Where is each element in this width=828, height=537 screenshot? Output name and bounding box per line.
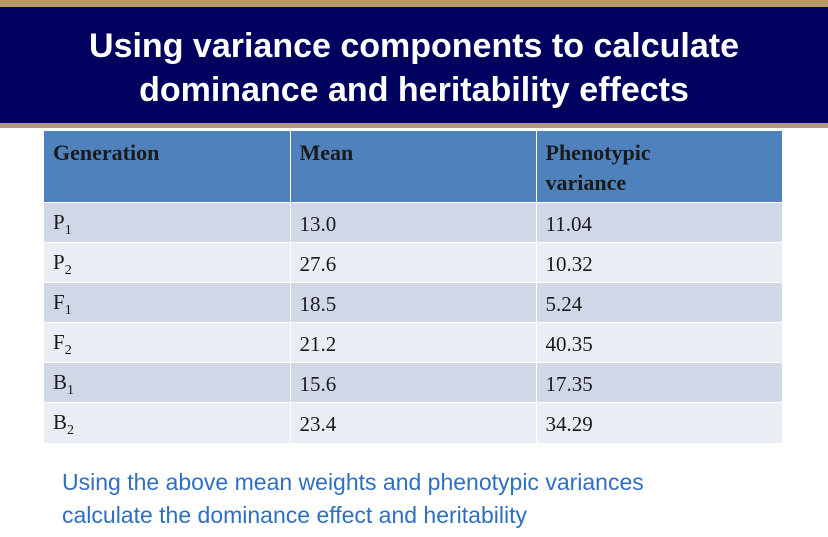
generation-letter: F xyxy=(53,330,65,354)
slide-title-line-2: dominance and heritability effects xyxy=(139,71,689,109)
header-generation: Generation xyxy=(44,131,291,203)
title-band xyxy=(0,7,828,123)
cell-mean: 18.5 xyxy=(290,282,537,323)
cell-generation: F2 xyxy=(44,322,291,363)
cell-generation: P1 xyxy=(44,202,291,243)
cell-generation: B1 xyxy=(44,362,291,403)
cell-phenotypic-variance: 10.32 xyxy=(536,242,782,283)
generation-subscript: 1 xyxy=(64,223,72,238)
cell-generation: B2 xyxy=(44,402,291,443)
cell-phenotypic-variance: 34.29 xyxy=(536,402,782,443)
table-row: F2 21.2 40.35 xyxy=(44,322,782,363)
cell-phenotypic-variance: 40.35 xyxy=(536,322,782,363)
table-row: F1 18.5 5.24 xyxy=(44,282,782,323)
generation-letter: F xyxy=(53,290,65,314)
generation-subscript: 2 xyxy=(64,263,72,278)
cell-generation: P2 xyxy=(44,242,291,283)
cell-mean: 27.6 xyxy=(290,242,537,283)
top-accent-rule xyxy=(0,0,828,7)
generation-letter: P xyxy=(53,250,65,274)
generation-subscript: 1 xyxy=(67,383,75,398)
table-header-row: Generation Mean Phenotypic variance xyxy=(44,131,782,203)
generation-subscript: 1 xyxy=(64,303,72,318)
cell-phenotypic-variance: 5.24 xyxy=(536,282,782,323)
instruction-line-2: calculate the dominance effect and herit… xyxy=(62,502,527,528)
slide-title: Using variance components to calculate d… xyxy=(0,24,828,112)
generation-letter: P xyxy=(53,210,65,234)
table-body: P1 13.0 11.04 P2 27.6 10.32 F1 18.5 5.24 F2 21.2 40… xyxy=(44,202,782,443)
generation-table: Generation Mean Phenotypic variance P1 13… xyxy=(44,131,782,443)
header-phenotypic-variance: Phenotypic variance xyxy=(536,131,782,203)
header-phenotypic-variance-label: Phenotypic variance xyxy=(545,140,651,195)
cell-mean: 23.4 xyxy=(290,402,537,443)
instruction-line-1: Using the above mean weights and phenoty… xyxy=(62,469,644,495)
table-row: B2 23.4 34.29 xyxy=(44,402,782,443)
generation-letter: B xyxy=(53,370,68,394)
cell-mean: 13.0 xyxy=(290,202,537,243)
table-row: P1 13.0 11.04 xyxy=(44,202,782,243)
instruction-text: Using the above mean weights and phenoty… xyxy=(62,466,802,532)
cell-mean: 15.6 xyxy=(290,362,537,403)
generation-letter: B xyxy=(53,410,68,435)
table-row: P2 27.6 10.32 xyxy=(44,242,782,283)
cell-generation: F1 xyxy=(44,282,291,323)
generation-subscript: 2 xyxy=(67,423,75,439)
header-mean: Mean xyxy=(290,131,537,203)
slide-title-line-1: Using variance components to calculate xyxy=(89,27,739,65)
cell-phenotypic-variance: 17.35 xyxy=(536,362,782,403)
cell-mean: 21.2 xyxy=(290,322,537,363)
cell-phenotypic-variance: 11.04 xyxy=(536,202,782,243)
table-row: B1 15.6 17.35 xyxy=(44,362,782,403)
bottom-accent-rule xyxy=(0,123,828,128)
generation-subscript: 2 xyxy=(64,343,72,358)
